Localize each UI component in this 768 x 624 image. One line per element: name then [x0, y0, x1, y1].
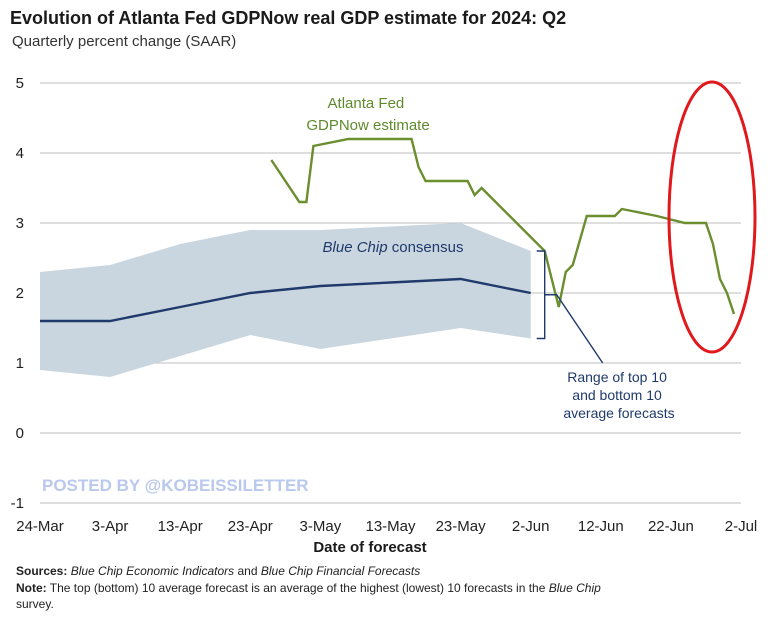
- consensus-label-rest: consensus: [388, 239, 464, 256]
- gdpnow-series-label: Atlanta Fed GDPNow estimate: [306, 95, 429, 134]
- y-tick-label: 3: [16, 215, 24, 232]
- range-bracket: [536, 250, 551, 340]
- sources-note: Sources: Blue Chip Economic Indicators a…: [16, 564, 420, 578]
- series-line-gdpnow: [270, 137, 736, 315]
- range-label-line-2: and bottom 10: [572, 387, 662, 403]
- x-tick-label: 23-May: [436, 518, 487, 535]
- chart-title: Evolution of Atlanta Fed GDPNow real GDP…: [10, 8, 567, 28]
- x-tick-label: 2-Jun: [512, 518, 550, 535]
- range-leader-line: [550, 294, 604, 364]
- y-tick-label: 5: [16, 75, 24, 92]
- note-text-1: The top (bottom) 10 average forecast is …: [49, 581, 546, 595]
- x-tick-label: 2-Jul: [725, 518, 758, 535]
- chart-subtitle: Quarterly percent change (SAAR): [12, 33, 237, 50]
- consensus-series-label: Blue Chip consensus: [323, 239, 464, 256]
- series-line-blue-chip-consensus: [40, 277, 531, 323]
- y-tick-label: 1: [16, 355, 24, 372]
- y-tick-label: 4: [16, 145, 24, 162]
- x-tick-label: 22-Jun: [648, 518, 694, 535]
- x-tick-label: 3-May: [300, 518, 342, 535]
- consensus-label-italic: Blue Chip: [323, 239, 388, 256]
- x-tick-label: 13-May: [365, 518, 416, 535]
- gdpnow-label-line-1: Atlanta Fed: [328, 95, 405, 112]
- y-tick-label: 2: [16, 285, 24, 302]
- sources-label: Sources:: [16, 564, 68, 578]
- y-tick-label: -1: [11, 495, 24, 512]
- watermark-text: POSTED BY @KOBEISSILETTER: [42, 476, 309, 495]
- x-tick-label: 23-Apr: [228, 518, 273, 535]
- note-text-2: survey.: [16, 597, 54, 611]
- x-tick-label: 24-Mar: [16, 518, 64, 535]
- gdpnow-label-line-2: GDPNow estimate: [306, 117, 429, 134]
- forecast-range-band: [40, 223, 531, 377]
- note-italic: Blue Chip: [548, 581, 601, 595]
- x-tick-label: 13-Apr: [158, 518, 203, 535]
- range-label-line-3: average forecasts: [563, 405, 674, 421]
- range-label-line-1: Range of top 10: [567, 369, 667, 385]
- x-axis-ticks: 24-Mar 3-Apr 13-Apr 23-Apr 3-May 13-May 23-May…: [16, 518, 757, 535]
- y-axis-ticks: -1 0 1 2 3 4 5: [11, 75, 24, 512]
- x-tick-label: 3-Apr: [92, 518, 129, 535]
- x-tick-label: 12-Jun: [578, 518, 624, 535]
- y-tick-label: 0: [16, 425, 24, 442]
- sources-item-1: Blue Chip Economic Indicators: [70, 564, 235, 578]
- footnote: Note: The top (bottom) 10 average foreca…: [16, 581, 601, 595]
- range-label: Range of top 10 and bottom 10 average fo…: [563, 369, 674, 421]
- note-label: Note:: [16, 581, 47, 595]
- sources-item-2: Blue Chip Financial Forecasts: [260, 564, 421, 578]
- sources-and: and: [237, 564, 258, 578]
- highlight-ellipse: [667, 80, 757, 354]
- footnote-cont: survey.: [16, 597, 54, 611]
- x-axis-title: Date of forecast: [313, 539, 426, 556]
